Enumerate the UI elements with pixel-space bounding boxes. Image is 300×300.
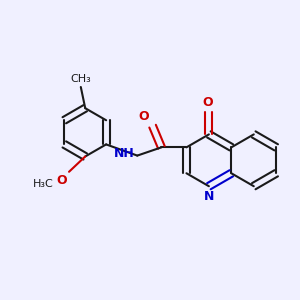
Text: NH: NH (114, 147, 135, 160)
Text: N: N (204, 190, 214, 203)
Text: O: O (138, 110, 149, 123)
Text: CH₃: CH₃ (70, 74, 91, 84)
Text: O: O (56, 174, 67, 187)
Text: H₃C: H₃C (33, 179, 54, 189)
Text: O: O (202, 96, 213, 109)
